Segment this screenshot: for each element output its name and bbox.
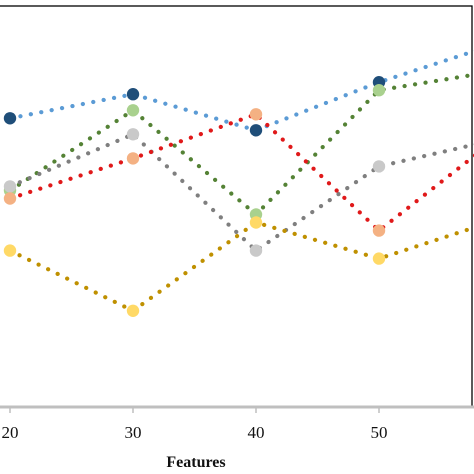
series-line-3 [7,131,474,254]
data-point-s4-40 [249,108,263,121]
series-layer [7,49,474,314]
data-point-s4-20 [3,192,17,205]
series-line-4 [7,111,474,234]
x-axis-title: Features [166,454,225,471]
data-point-s4-30 [126,152,140,165]
data-point-s1-40 [249,124,263,137]
data-point-s3-50 [372,160,386,173]
plot-area-border [0,5,473,408]
marker-layer [3,76,386,317]
data-point-s3-40 [249,244,263,257]
x-tick-labels: 20 30 40 50 [2,407,388,442]
series-line-2 [7,72,474,218]
x-tick-label: 40 [248,423,265,442]
data-point-s5-40 [249,216,263,229]
data-point-s5-20 [3,244,17,257]
data-point-s1-30 [126,88,140,101]
x-tick-label: 20 [2,423,19,442]
series-line-5 [7,220,474,314]
x-tick-label: 30 [125,423,142,442]
data-point-s3-30 [126,128,140,141]
data-point-s2-30 [126,104,140,117]
x-tick-label: 50 [371,423,388,442]
data-point-s1-20 [3,112,17,125]
data-point-s5-30 [126,304,140,317]
data-point-s2-50 [372,84,386,97]
data-point-s4-50 [372,224,386,237]
data-point-s5-50 [372,252,386,265]
plot-frame [0,5,474,409]
data-point-s3-20 [3,180,17,193]
